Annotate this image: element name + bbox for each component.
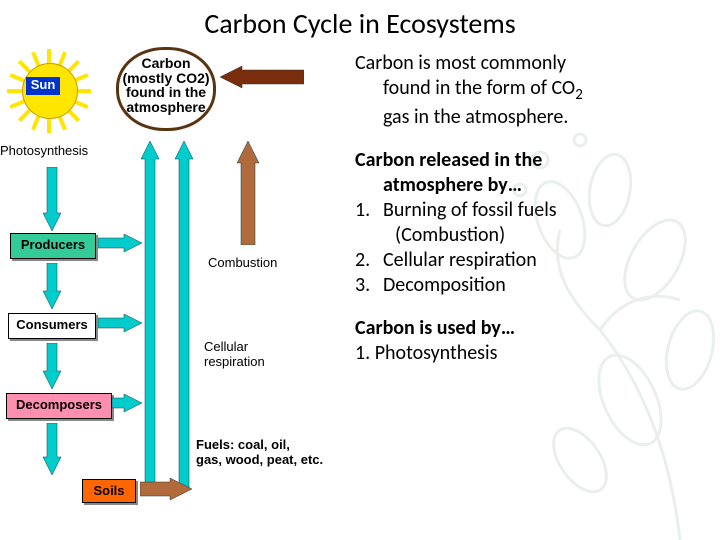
carbon-atmosphere-box: Carbon(mostly CO2)found in theatmosphere — [116, 47, 216, 131]
fuels-label: Fuels: coal, oil,gas, wood, peat, etc. — [196, 437, 323, 467]
intro-line1: Carbon is most commonly — [355, 51, 702, 76]
released-heading-2: atmosphere by… — [355, 173, 702, 198]
carbon-cycle-diagram: Sun Photosynthesis Carbon(mostly CO2)found… — [0, 41, 345, 537]
arrow-cyan-down — [43, 423, 61, 480]
cellular-respiration-label: Cellularrespiration — [204, 339, 265, 369]
arrow-brown-right — [140, 478, 192, 505]
consumers-box: Consumers — [8, 313, 96, 339]
released-item-1b: (Combustion) — [355, 223, 702, 248]
intro-paragraph: Carbon is most commonly found in the for… — [355, 51, 702, 130]
released-heading: Carbon released in the — [355, 148, 702, 173]
arrow-cyan-down — [43, 343, 61, 394]
text-column: Carbon is most commonly found in the for… — [345, 41, 720, 537]
arrow-cyan-right — [98, 234, 142, 257]
released-block: Carbon released in the atmosphere by… 1.… — [355, 148, 702, 298]
used-item-1: 1. Photosynthesis — [355, 341, 702, 366]
arrow-cyan-down — [43, 263, 61, 314]
sun-label: Sun — [26, 77, 60, 95]
soils-box: Soils — [82, 479, 136, 503]
arrow-cyan-right — [98, 314, 142, 337]
arrow-cyan-right — [112, 394, 142, 417]
used-heading: Carbon is used by… — [355, 316, 702, 341]
photosynthesis-label: Photosynthesis — [0, 143, 88, 158]
intro-line3: gas in the atmosphere. — [355, 105, 702, 130]
content-row: Sun Photosynthesis Carbon(mostly CO2)found… — [0, 41, 720, 537]
arrow-cyan-down — [43, 167, 61, 236]
decomposers-box: Decomposers — [6, 393, 112, 419]
arrow-cyan-up — [175, 141, 193, 494]
released-item-3: 3. Decomposition — [355, 273, 702, 298]
arrow-brown-up — [237, 141, 259, 250]
used-block: Carbon is used by… 1. Photosynthesis — [355, 316, 702, 366]
released-item-2: 2. Cellular respiration — [355, 248, 702, 273]
released-item-1: 1. Burning of fossil fuels — [355, 198, 702, 223]
slide-title: Carbon Cycle in Ecosystems — [0, 0, 720, 41]
intro-line2: found in the form of CO2 — [355, 76, 702, 105]
combustion-label: Combustion — [208, 255, 277, 270]
arrow-cyan-up — [141, 141, 159, 494]
producers-box: Producers — [10, 233, 96, 259]
arrow-brown-left — [220, 66, 304, 93]
